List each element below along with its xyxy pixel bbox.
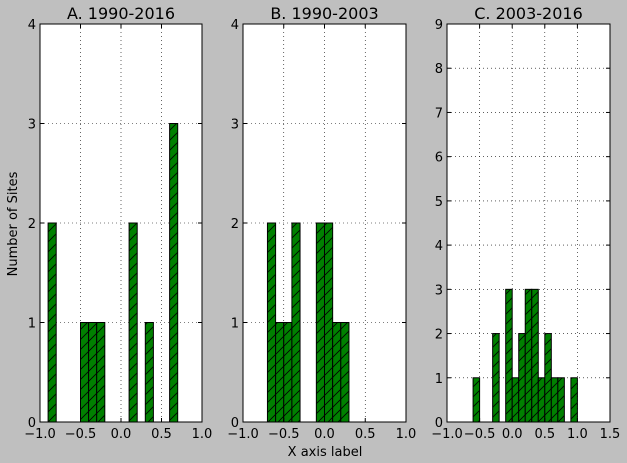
panel-title: B. 1990-2003 xyxy=(270,4,378,23)
y-tick-label: 0 xyxy=(231,416,239,431)
y-tick-label: 7 xyxy=(435,106,443,121)
y-tick-label: 5 xyxy=(435,195,443,210)
y-tick-label: 2 xyxy=(435,328,443,343)
panel-1: −1.0 −0.5 0.0 0.5 1.0 0 1 2 3 4 A. 1990-2016 xyxy=(24,4,212,442)
x-tick-label: 1.0 xyxy=(396,427,417,442)
y-tick-label: 8 xyxy=(435,62,443,77)
histogram-bar xyxy=(47,222,57,423)
y-tick-label: 4 xyxy=(435,239,443,254)
histogram-bar xyxy=(169,123,179,423)
y-tick-label: 3 xyxy=(231,118,239,133)
y-tick-label: 2 xyxy=(231,217,239,232)
y-tick-label: 1 xyxy=(231,317,239,332)
histogram-bar xyxy=(128,222,138,423)
histogram-bar xyxy=(537,377,546,423)
histogram-bar xyxy=(570,377,578,423)
x-tick-label: 0.0 xyxy=(502,427,523,442)
histogram-bar xyxy=(332,322,342,423)
histogram-bar xyxy=(283,322,293,423)
histogram-bar xyxy=(492,333,500,423)
y-tick-label: 9 xyxy=(435,18,443,33)
x-tick-label: 1.0 xyxy=(192,427,213,442)
histogram-bar xyxy=(80,322,90,423)
histogram-bar xyxy=(557,377,565,423)
x-tick-label: 0.0 xyxy=(314,427,335,442)
y-tick-label: 4 xyxy=(28,18,36,33)
histogram-bar xyxy=(324,222,334,423)
x-tick-label: −1.0 xyxy=(227,427,259,442)
panel-title: A. 1990-2016 xyxy=(67,4,175,23)
histogram-bar xyxy=(524,288,533,423)
y-tick-label: 3 xyxy=(435,283,443,298)
histogram-bar xyxy=(531,288,539,423)
y-tick-label: 4 xyxy=(231,18,239,33)
y-tick-label: 6 xyxy=(435,151,443,166)
x-tick-label: 0.0 xyxy=(111,427,132,442)
x-tick-label: 0.5 xyxy=(151,427,172,442)
y-tick-label: 1 xyxy=(28,317,36,332)
histogram-bar xyxy=(544,333,552,423)
histogram-bar xyxy=(505,288,513,423)
histogram-bar xyxy=(275,322,285,423)
y-tick-label: 0 xyxy=(435,416,443,431)
x-tick-label: 0.5 xyxy=(355,427,376,442)
axes-frame xyxy=(446,23,611,423)
x-tick-label: −0.5 xyxy=(268,427,300,442)
panel-2: −1.0 −0.5 0.0 0.5 1.0 0 1 2 3 4 B. 1990-2003 xyxy=(227,4,416,442)
histogram-bar xyxy=(266,222,277,423)
x-tick-label: 0.5 xyxy=(534,427,555,442)
histogram-bar xyxy=(340,322,350,423)
panel-title: C. 2003-2016 xyxy=(474,4,583,23)
x-tick-label: −0.5 xyxy=(65,427,97,442)
histogram-bar xyxy=(96,322,106,423)
histogram-bar xyxy=(511,377,520,423)
y-axis-label: Number of Sites xyxy=(6,171,21,276)
x-tick-label: −1.0 xyxy=(431,427,463,442)
x-axis-label: X axis label xyxy=(288,445,363,460)
histogram-bar xyxy=(518,333,526,423)
panel-3: −1.0 −0.5 0.0 0.5 1.0 1.5 0 1 2 3 4 5 6 7 8 9 C. 2003-20… xyxy=(431,4,620,442)
histogram-bar xyxy=(144,322,154,423)
y-tick-label: 0 xyxy=(28,416,36,431)
x-tick-label: 1.0 xyxy=(567,427,588,442)
y-tick-label: 2 xyxy=(28,217,36,232)
x-tick-label: 1.5 xyxy=(600,427,621,442)
histogram-bar xyxy=(291,222,301,423)
x-tick-label: −1.0 xyxy=(24,427,56,442)
y-tick-label: 1 xyxy=(435,372,443,387)
y-tick-label: 3 xyxy=(28,118,36,133)
x-tick-label: −0.5 xyxy=(464,427,496,442)
histogram-bar xyxy=(315,222,326,423)
histogram-bar xyxy=(88,322,98,423)
histogram-bar xyxy=(472,377,481,423)
histogram-bar xyxy=(550,377,559,423)
